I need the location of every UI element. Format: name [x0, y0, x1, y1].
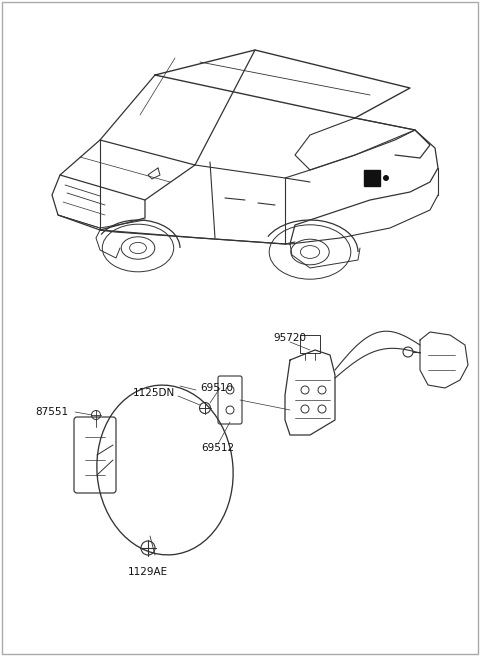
Text: 69510: 69510 — [200, 383, 233, 393]
Text: 69512: 69512 — [202, 443, 235, 453]
Text: 1129AE: 1129AE — [128, 567, 168, 577]
Bar — [300, 335, 320, 353]
Text: 95720: 95720 — [274, 333, 307, 343]
Bar — [364, 170, 380, 186]
Text: 87551: 87551 — [35, 407, 68, 417]
Ellipse shape — [383, 175, 389, 181]
Text: 1125DN: 1125DN — [133, 388, 175, 398]
